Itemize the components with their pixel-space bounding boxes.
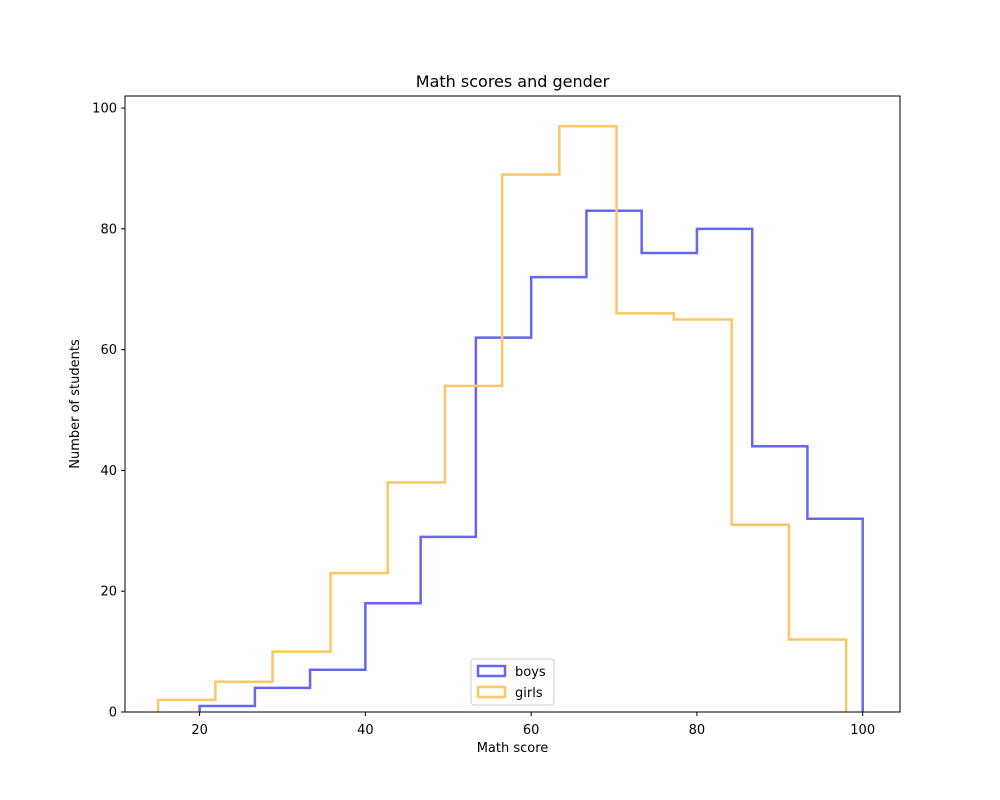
y-axis-label: Number of students: [68, 339, 83, 469]
x-tick-label: 20: [191, 723, 208, 738]
chart-title: Math scores and gender: [416, 72, 610, 91]
legend-label-girls: girls: [515, 686, 543, 701]
y-tick-label: 60: [100, 343, 117, 358]
y-tick-label: 0: [109, 706, 117, 721]
legend: boys girls: [470, 658, 555, 706]
series-girls-step: [156, 124, 848, 712]
y-tick-label: 100: [92, 102, 117, 117]
x-tick-label: 60: [523, 723, 540, 738]
x-tick-label: 100: [850, 723, 875, 738]
x-tick-label: 80: [689, 723, 706, 738]
y-tick-label: 20: [100, 585, 117, 600]
x-axis-label: Math score: [477, 741, 549, 756]
legend-box: [470, 658, 555, 706]
legend-swatch-girls: [476, 685, 507, 699]
plot-frame: [124, 95, 901, 713]
x-tick-label: 40: [357, 723, 374, 738]
legend-swatch-boys: [476, 664, 507, 678]
y-axis-ticks: 0 20 40 60 80 100: [92, 102, 125, 721]
legend-label-boys: boys: [515, 665, 546, 680]
x-axis-ticks: 20 40 60 80 100: [191, 712, 875, 738]
series-layer: [156, 124, 864, 712]
y-tick-label: 40: [100, 464, 117, 479]
y-tick-label: 80: [100, 222, 117, 237]
series-boys-step: [198, 209, 864, 712]
